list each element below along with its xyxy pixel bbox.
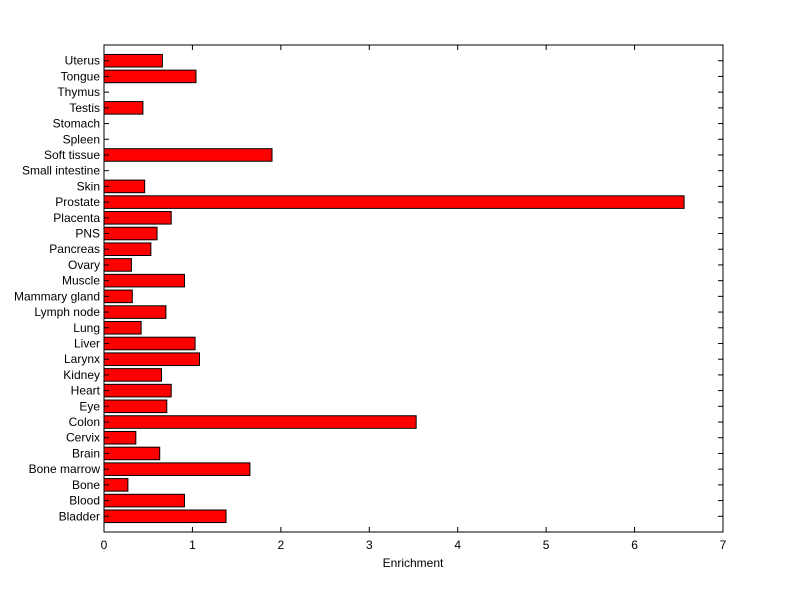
bar-placenta — [103, 211, 172, 225]
x-tick-label-1: 1 — [189, 538, 196, 552]
plot-area-frame — [103, 44, 724, 533]
bar-kidney — [103, 368, 162, 382]
y-tick-label-tongue: Tongue — [61, 69, 101, 83]
y-tick-label-placenta: Placenta — [53, 211, 100, 225]
y-tick-label-prostate: Prostate — [55, 195, 100, 209]
y-tick-label-skin: Skin — [77, 179, 100, 193]
y-tick-label-cervix: Cervix — [66, 431, 100, 445]
bars-layer — [103, 53, 685, 524]
y-tick-label-ovary: Ovary — [68, 258, 100, 272]
x-tick-label-5: 5 — [543, 538, 550, 552]
bar-lymph-node — [103, 305, 167, 319]
y-tick-label-kidney: Kidney — [63, 368, 100, 382]
x-tick-label-6: 6 — [631, 538, 638, 552]
bar-uterus — [103, 53, 163, 68]
y-tick-label-bladder: Bladder — [59, 509, 100, 523]
bar-blood — [103, 493, 185, 508]
y-tick-label-lung: Lung — [73, 321, 100, 335]
y-tick-label-uterus: Uterus — [65, 54, 100, 68]
bar-pancreas — [103, 242, 152, 257]
y-tick-label-soft-tissue: Soft tissue — [44, 148, 100, 162]
x-tick-label-2: 2 — [278, 538, 285, 552]
x-tick-label-0: 0 — [101, 538, 108, 552]
y-tick-label-liver: Liver — [74, 336, 100, 350]
bar-liver — [103, 336, 196, 351]
y-tick-label-brain: Brain — [72, 446, 100, 460]
y-tick-label-stomach: Stomach — [53, 117, 100, 131]
y-tick-label-eye: Eye — [79, 399, 100, 413]
bar-colon — [103, 415, 417, 429]
bar-eye — [103, 399, 168, 414]
bar-soft-tissue — [103, 148, 273, 162]
y-tick-label-thymus: Thymus — [57, 85, 100, 99]
y-tick-label-mammary-gland: Mammary gland — [14, 289, 100, 303]
bar-brain — [103, 446, 161, 461]
y-tick-label-testis: Testis — [69, 101, 100, 115]
bar-bone-marrow — [103, 462, 251, 476]
y-tick-label-muscle: Muscle — [62, 274, 100, 288]
y-tick-label-heart: Heart — [71, 384, 101, 398]
y-tick-label-pancreas: Pancreas — [49, 242, 100, 256]
y-tick-label-bone-marrow: Bone marrow — [29, 462, 101, 476]
x-tick-label-7: 7 — [720, 538, 727, 552]
x-axis-label: Enrichment — [383, 556, 444, 570]
bar-pns — [103, 226, 158, 241]
y-tick-label-spleen: Spleen — [63, 132, 100, 146]
bar-heart — [103, 383, 172, 398]
bar-muscle — [103, 273, 185, 288]
x-tick-label-3: 3 — [366, 538, 373, 552]
bar-tongue — [103, 69, 197, 84]
y-tick-label-pns: PNS — [75, 227, 100, 241]
y-tick-label-lymph-node: Lymph node — [34, 305, 100, 319]
y-tick-label-small-intestine: Small intestine — [22, 164, 100, 178]
bar-prostate — [103, 195, 685, 209]
y-tick-label-bone: Bone — [72, 478, 100, 492]
bar-lung — [103, 320, 142, 335]
bar-bladder — [103, 509, 227, 524]
y-tick-label-blood: Blood — [69, 494, 100, 508]
y-tick-label-larynx: Larynx — [64, 352, 100, 366]
bar-testis — [103, 101, 144, 115]
x-axis-ticks: 0 1 2 3 4 5 6 7 — [101, 45, 727, 552]
bar-skin — [103, 179, 146, 194]
y-tick-label-colon: Colon — [69, 415, 100, 429]
x-tick-label-4: 4 — [454, 538, 461, 552]
bar-larynx — [103, 352, 201, 366]
